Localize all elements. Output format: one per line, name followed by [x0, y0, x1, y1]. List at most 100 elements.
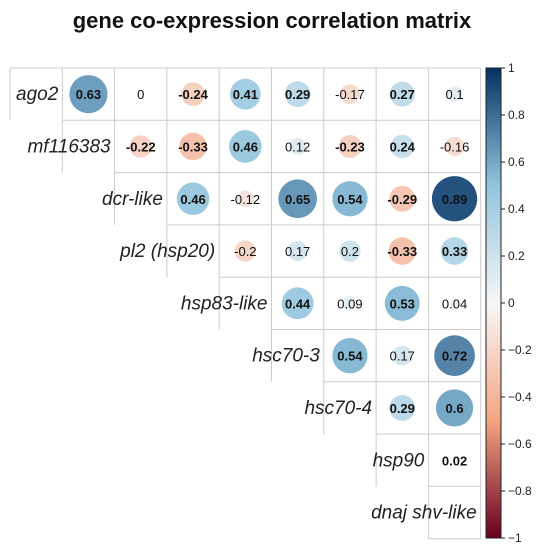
correlation-circle [229, 78, 261, 110]
correlation-value: 0.41 [233, 87, 258, 102]
colorbar-tick-label: 0 [508, 296, 515, 310]
colorbar-tick-label: −0.8 [508, 484, 532, 498]
correlation-circle [69, 75, 108, 114]
correlation-circle [389, 81, 415, 107]
correlation-circle [332, 338, 368, 374]
correlation-value: 0.29 [285, 87, 310, 102]
correlation-circle [449, 298, 460, 309]
correlation-value: 0.29 [390, 401, 415, 416]
row-label: hsc70-3 [252, 346, 320, 367]
correlation-value: 0.17 [285, 244, 310, 259]
correlation-circle [431, 176, 478, 222]
row-label: pl2 (hsp20) [119, 241, 215, 262]
correlation-value: 0.44 [285, 296, 311, 311]
correlation-circle [278, 179, 317, 219]
correlation-circle [446, 86, 463, 102]
correlation-value: -0.24 [178, 87, 208, 102]
row-label: hsp83-like [181, 293, 268, 314]
correlation-value: 0.63 [76, 87, 101, 102]
correlation-circle [289, 138, 306, 155]
row-label: hsc70-4 [304, 398, 372, 419]
correlation-circle [389, 395, 416, 421]
correlation-value: 0.04 [442, 296, 467, 311]
correlation-value: 0 [137, 87, 144, 102]
correlation-circle [342, 296, 358, 311]
matrix-grid [9, 67, 482, 540]
correlation-circle [392, 345, 413, 366]
colorbar-tick-label: −0.4 [508, 390, 532, 404]
correlation-circle [179, 132, 207, 161]
correlation-circle [338, 134, 362, 158]
correlation-circle [181, 82, 205, 106]
colorbar-ticks: 1 0.8 0.6 0.4 0.2 0 −0.2 −0.4 −0.6 −0.8 −1 [501, 61, 532, 545]
correlation-circle [281, 287, 314, 320]
correlation-circle [451, 456, 458, 464]
correlation-circle [229, 130, 262, 163]
correlation-circle [384, 285, 420, 321]
correlation-circle [434, 335, 475, 377]
correlation-circle [388, 237, 417, 265]
correlation-value: 0.09 [337, 296, 362, 311]
correlation-circle [176, 182, 210, 216]
correlation-circle [440, 237, 469, 265]
correlation-value: -0.16 [440, 139, 470, 154]
correlation-value: 0.72 [442, 349, 467, 364]
colorbar-tick-label: 1 [508, 61, 515, 75]
correlation-circle [390, 134, 415, 159]
row-label: dcr-like [102, 189, 163, 210]
colorbar-tick-label: 0.8 [508, 108, 525, 122]
correlation-value: 0.53 [390, 296, 415, 311]
correlation-value: -0.12 [231, 192, 261, 207]
chart-title: gene co-expression correlation matrix [73, 8, 472, 33]
correlation-value: -0.33 [178, 139, 208, 154]
colorbar-tick-label: −1 [508, 531, 522, 545]
correlation-value: 0.12 [285, 139, 310, 154]
correlation-value: -0.2 [234, 244, 256, 259]
correlation-value: 0.6 [446, 401, 464, 416]
correlation-circles [69, 75, 478, 464]
correlation-circle [339, 240, 361, 262]
colorbar-tick-label: −0.2 [508, 343, 532, 357]
correlation-circle [389, 185, 416, 212]
correlation-circle [234, 240, 257, 262]
correlation-circle [435, 389, 474, 427]
correlation-values: 0.63 0 -0.24 0.41 0.29 -0.17 0.27 0.1 -0.22 -0.33… [76, 87, 470, 468]
correlation-circle [332, 181, 368, 217]
correlation-value: 0.33 [442, 244, 467, 259]
correlation-value: -0.22 [126, 139, 156, 154]
colorbar-legend [485, 67, 502, 539]
colorbar-gradient [485, 67, 502, 539]
correlation-value: 0.2 [341, 244, 359, 259]
row-label: dnaj shv-like [371, 503, 477, 524]
correlation-circle [237, 190, 254, 208]
correlation-value: -0.29 [387, 192, 417, 207]
row-label: mf116383 [27, 136, 111, 157]
correlation-value: 0.46 [233, 139, 258, 154]
correlation-value: 0.1 [446, 87, 464, 102]
correlation-value: 0.24 [390, 139, 416, 154]
correlation-value: 0.27 [390, 87, 415, 102]
correlation-value: 0.65 [285, 192, 310, 207]
correlation-circle [340, 84, 360, 105]
row-labels: ago2 mf116383 dcr-like pl2 (hsp20) hsp83-lik… [16, 84, 477, 523]
correlation-circle [444, 136, 465, 157]
correlation-value: 0.54 [337, 349, 363, 364]
correlation-value: 0.17 [390, 349, 415, 364]
row-label: hsp90 [373, 450, 425, 471]
correlation-value: -0.23 [335, 139, 365, 154]
colorbar-tick-label: −0.6 [508, 437, 532, 451]
correlation-circle [284, 81, 311, 108]
correlation-value: -0.17 [335, 87, 365, 102]
correlation-circle [287, 241, 308, 261]
correlation-value: 0.89 [442, 192, 467, 207]
correlation-circle [129, 135, 153, 158]
correlation-value: -0.33 [387, 244, 417, 259]
correlation-value: 0.46 [180, 192, 205, 207]
colorbar-tick-label: 0.2 [508, 249, 525, 263]
colorbar-tick-label: 0.4 [508, 202, 525, 216]
correlation-value: 0.02 [442, 453, 467, 468]
correlation-value: 0.54 [337, 192, 363, 207]
row-label: ago2 [16, 84, 59, 105]
colorbar-tick-label: 0.6 [508, 155, 525, 169]
